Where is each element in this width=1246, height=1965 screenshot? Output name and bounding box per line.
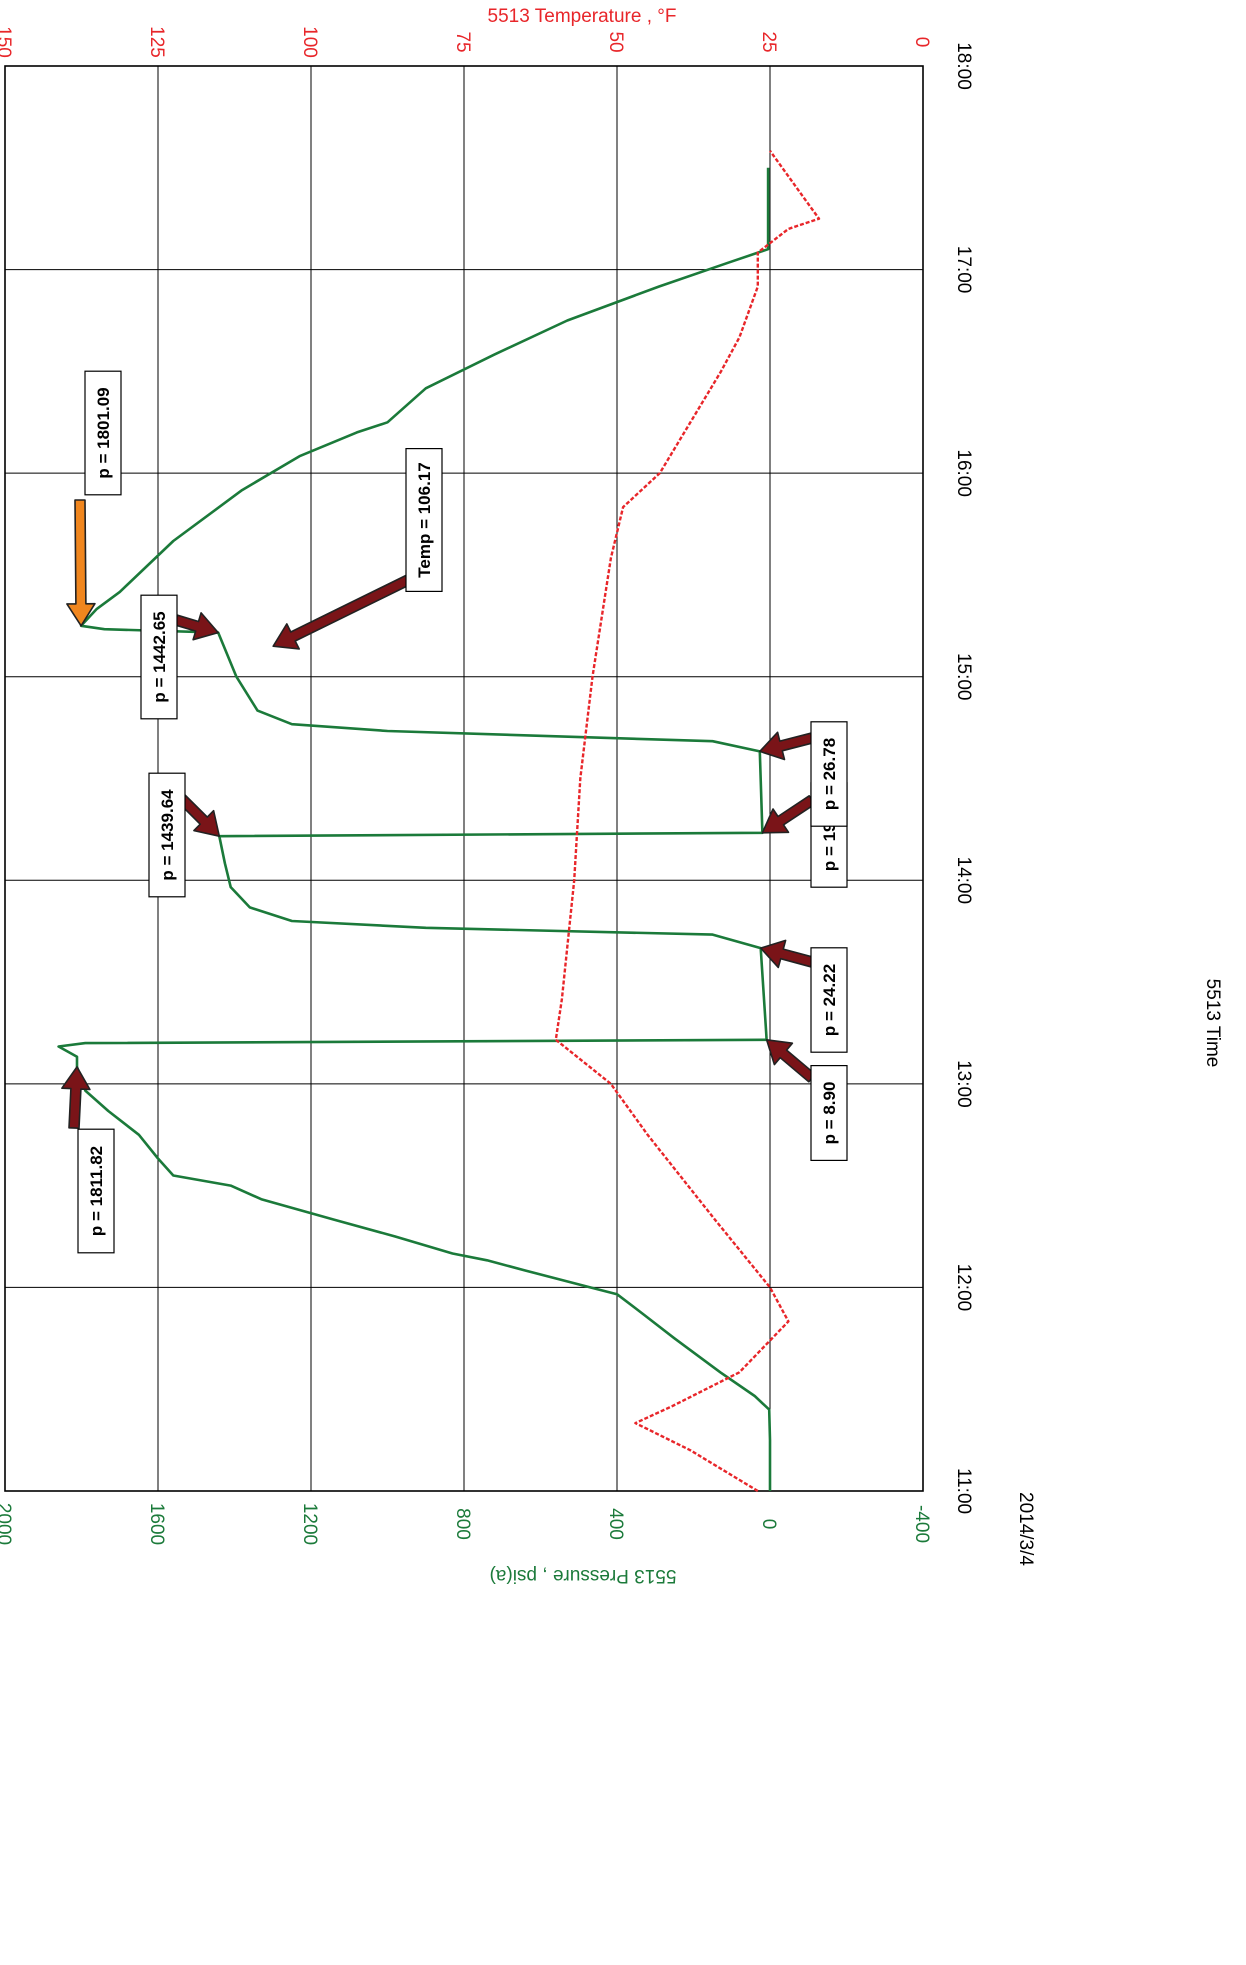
annotation-label: p = 24.22 <box>820 964 839 1036</box>
annotation-box <box>810 947 848 1053</box>
annotation-label: Temp = 106.17 <box>415 462 434 577</box>
time-axis-title: 5513 Time <box>1202 979 1223 1068</box>
annotation-arrow <box>66 499 96 627</box>
temperature-tick-label: 150 <box>0 26 14 58</box>
time-tick-label: 12:00 <box>953 1264 974 1312</box>
temperature-tick-label: 125 <box>146 26 167 58</box>
pressure-tick-label: 2000 <box>0 1503 14 1545</box>
temperature-tick-label: 75 <box>452 31 473 52</box>
annotation-arrow <box>61 1066 91 1129</box>
annotation-box <box>140 594 178 720</box>
annotation-box <box>810 1064 848 1162</box>
date-label: 2014/3/4 <box>1015 1492 1036 1566</box>
time-tick-label: 14:00 <box>953 857 974 905</box>
temperature-axis-title: 5513 Temperature , °F <box>488 6 677 27</box>
annotation-callout: p = 1439.64 <box>148 772 186 898</box>
annotation-callout: p = 24.22 <box>810 947 848 1053</box>
pressure-axis-title: 5513 Pressure , psi(a) <box>490 1565 677 1586</box>
pressure-tick-label: 400 <box>605 1508 626 1540</box>
annotation-box <box>810 721 848 827</box>
annotation-box <box>405 447 443 593</box>
annotation-arrow <box>272 574 412 650</box>
time-tick-label: 11:00 <box>953 1468 974 1514</box>
time-tick-label: 18:00 <box>953 42 974 90</box>
temperature-series-line <box>554 150 821 1493</box>
annotation-arrow <box>759 939 815 969</box>
time-tick-label: 16:00 <box>953 449 974 497</box>
annotations: p = 1811.82 p = 8.90 p = 24.22 p = 1439.64 p… <box>61 370 848 1254</box>
annotation-label: p = 1439.64 <box>158 789 177 881</box>
annotation-box <box>77 1128 115 1254</box>
time-tick-label: 17:00 <box>953 246 974 294</box>
time-tick-label: 13:00 <box>953 1060 974 1108</box>
temperature-tick-label: 0 <box>911 37 932 48</box>
annotation-callout: p = 8.90 <box>810 1064 848 1162</box>
temperature-tick-label: 25 <box>758 31 779 52</box>
pressure-tick-label: 800 <box>452 1508 473 1540</box>
pressure-tick-label: 1600 <box>146 1503 167 1545</box>
annotation-callout: p = 1801.09 <box>84 370 122 496</box>
grid <box>4 65 924 1492</box>
annotation-arrow <box>175 792 221 838</box>
temperature-tick-label: 50 <box>605 31 626 52</box>
annotation-arrow <box>761 794 816 834</box>
annotation-callout: p = 26.78 <box>810 721 848 827</box>
series-layer <box>57 150 821 1493</box>
annotation-arrow <box>758 731 815 761</box>
annotation-callout: p = 1811.82 <box>77 1128 115 1254</box>
annotation-label: p = 1442.65 <box>150 611 169 702</box>
annotation-callout: p = 1442.65 <box>140 594 178 720</box>
annotation-arrow <box>765 1039 817 1083</box>
temperature-tick-label: 100 <box>299 26 320 58</box>
annotation-label: p = 1801.09 <box>94 387 113 478</box>
annotation-box <box>148 772 186 898</box>
annotation-arrow <box>173 612 219 641</box>
annotation-callout: Temp = 106.17 <box>405 447 443 593</box>
annotation-label: p = 1811.82 <box>87 1146 106 1236</box>
plot-frame <box>4 65 924 1492</box>
tick-labels: 11:00 12:00 13:00 14:00 15:00 16:00 17:00 18:00… <box>0 26 974 1545</box>
time-tick-label: 15:00 <box>953 653 974 701</box>
pressure-tick-label: 1200 <box>299 1503 320 1545</box>
pressure-tick-label: -400 <box>911 1505 932 1543</box>
pressure-series-line <box>57 167 772 1491</box>
annotation-box <box>84 370 122 496</box>
annotation-label: p = 26.78 <box>820 738 839 810</box>
annotation-label: p = 8.90 <box>820 1082 839 1145</box>
pressure-tick-label: 0 <box>758 1519 779 1530</box>
